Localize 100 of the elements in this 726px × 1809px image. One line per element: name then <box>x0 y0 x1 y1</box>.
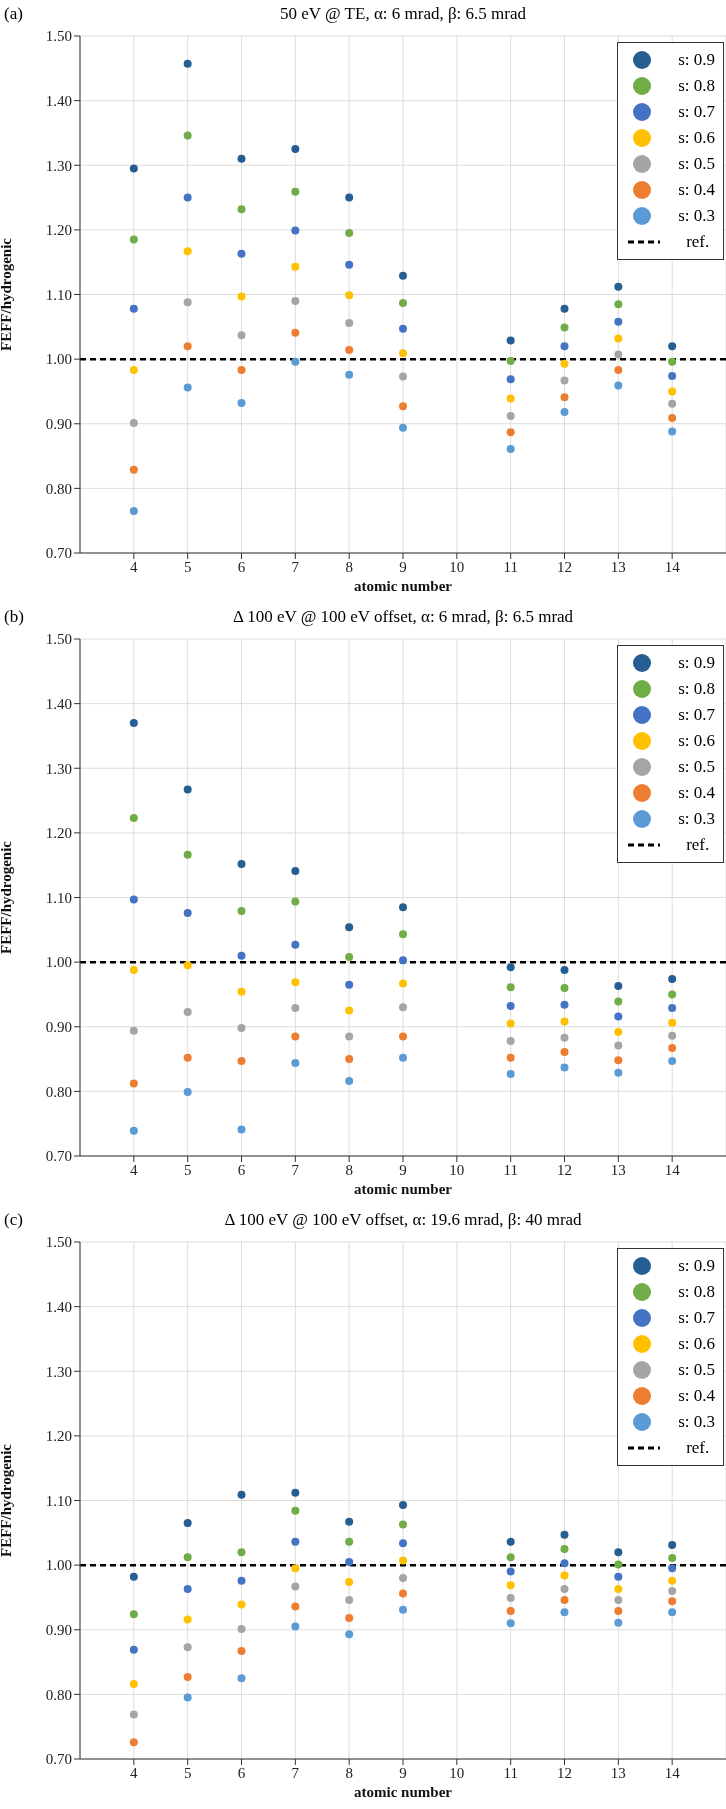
point <box>129 1610 138 1619</box>
point <box>237 1625 246 1634</box>
point <box>614 1012 623 1021</box>
legend-label: s: 0.9 <box>678 50 715 70</box>
x-tick-label: 9 <box>399 1161 407 1178</box>
point <box>345 980 354 989</box>
point <box>129 1026 138 1035</box>
point <box>345 1006 354 1015</box>
point <box>237 205 246 214</box>
point <box>345 370 354 379</box>
legend-label: s: 0.3 <box>678 206 715 226</box>
point <box>291 1564 300 1573</box>
point <box>399 1003 407 1012</box>
point <box>345 1517 354 1526</box>
point <box>291 1004 300 1013</box>
point <box>399 349 407 358</box>
y-tick-label: 1.10 <box>45 1492 72 1509</box>
point <box>183 850 192 859</box>
point <box>399 903 407 912</box>
legend-label: s: 0.5 <box>678 1360 715 1380</box>
point <box>291 1582 300 1591</box>
point <box>129 1710 138 1719</box>
point <box>291 357 300 366</box>
y-tick-label: 1.50 <box>45 28 72 45</box>
point <box>614 334 623 343</box>
y-tick-label: 1.40 <box>45 92 72 109</box>
y-tick-label: 0.90 <box>45 1019 72 1036</box>
point <box>291 978 300 987</box>
x-tick-label: 4 <box>130 558 139 575</box>
point <box>560 965 569 974</box>
point <box>183 1053 192 1062</box>
point <box>506 1019 515 1028</box>
point <box>560 1530 569 1539</box>
point <box>506 336 515 345</box>
point <box>668 427 677 436</box>
point <box>668 1018 677 1027</box>
point <box>668 1031 677 1040</box>
point <box>237 1600 246 1609</box>
point <box>614 366 623 375</box>
point <box>506 375 515 384</box>
point <box>129 304 138 313</box>
point <box>291 328 300 337</box>
point <box>345 1630 354 1639</box>
point <box>506 983 515 992</box>
point <box>560 1559 569 1568</box>
point <box>129 465 138 474</box>
y-tick-label: 1.30 <box>45 1363 72 1380</box>
point <box>183 1693 192 1702</box>
point <box>183 1585 192 1594</box>
x-tick-label: 12 <box>557 1764 572 1781</box>
y-tick-label: 1.00 <box>45 351 72 368</box>
point <box>560 1063 569 1072</box>
point <box>237 1490 246 1499</box>
point <box>614 1041 623 1050</box>
point <box>614 1068 623 1077</box>
point <box>506 412 515 420</box>
y-tick-label: 1.10 <box>45 889 72 906</box>
x-tick-label: 9 <box>399 558 407 575</box>
legend-label: s: 0.8 <box>678 1282 715 1302</box>
point <box>668 1564 677 1573</box>
point <box>668 1057 677 1065</box>
point <box>560 1017 569 1026</box>
point <box>506 1607 515 1616</box>
point <box>506 963 515 972</box>
point <box>129 1738 138 1747</box>
y-tick-label: 1.20 <box>45 1428 72 1445</box>
point <box>129 1079 138 1088</box>
point <box>237 1576 246 1585</box>
point <box>506 1567 515 1576</box>
x-tick-label: 7 <box>291 1161 300 1178</box>
point <box>291 226 300 235</box>
y-tick-label: 0.70 <box>45 1148 72 1165</box>
point <box>614 350 623 359</box>
x-tick-label: 14 <box>664 1161 681 1178</box>
point <box>614 1560 623 1569</box>
y-tick-label: 0.70 <box>45 545 72 562</box>
x-tick-label: 5 <box>183 1161 192 1178</box>
point <box>291 296 300 305</box>
x-tick-label: 9 <box>399 1764 407 1781</box>
point <box>345 1077 354 1086</box>
point <box>237 331 246 340</box>
point <box>183 1519 192 1528</box>
y-tick-label: 1.20 <box>45 222 72 239</box>
y-tick-label: 0.70 <box>45 1751 72 1768</box>
point <box>183 1007 192 1016</box>
legend-label: s: 0.6 <box>678 731 715 751</box>
point <box>129 419 138 428</box>
x-tick-label: 10 <box>449 1161 465 1178</box>
point <box>560 1033 569 1042</box>
y-tick-label: 1.50 <box>45 1234 72 1251</box>
point <box>291 1622 300 1631</box>
point <box>291 187 300 196</box>
legend-label: s: 0.3 <box>678 809 715 829</box>
point <box>399 930 407 939</box>
legend-label: s: 0.4 <box>678 783 715 803</box>
point <box>506 428 515 437</box>
point <box>237 1057 246 1065</box>
point <box>668 1541 677 1550</box>
point <box>237 907 246 916</box>
point <box>183 131 192 140</box>
